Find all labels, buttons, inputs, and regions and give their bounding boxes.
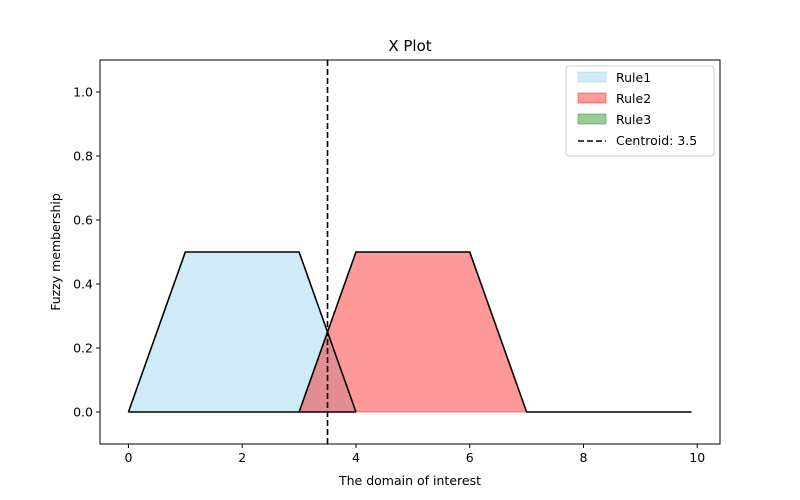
chart-title: X Plot — [388, 37, 431, 55]
legend-box — [565, 65, 715, 157]
legend-label-rule2: Rule2 — [616, 91, 651, 106]
legend-label-rule1: Rule1 — [616, 70, 651, 85]
legend-swatch-rule3 — [577, 113, 607, 125]
x-axis-label: The domain of interest — [338, 473, 481, 488]
legend: Rule1 Rule2 Rule3 Centroid: 3.5 — [565, 65, 715, 157]
x-tick-label: 0 — [124, 450, 132, 465]
axis-ticks: 0 2 4 6 8 10 0.0 0.2 0.4 0.6 0.8 1.0 — [73, 85, 705, 466]
y-axis-label: Fuzzy membership — [48, 193, 63, 311]
x-tick-label: 8 — [580, 450, 588, 465]
legend-label-centroid: Centroid: 3.5 — [616, 133, 697, 148]
y-tick-label: 0.0 — [73, 405, 93, 420]
rule2-rise-line — [298, 331, 329, 413]
y-tick-label: 0.2 — [73, 341, 93, 356]
rule1-fall-line — [326, 331, 357, 413]
y-tick-label: 0.8 — [73, 149, 93, 164]
y-tick-label: 0.4 — [73, 277, 93, 292]
x-tick-label: 2 — [238, 450, 246, 465]
axes-frame — [99, 59, 721, 445]
plot-area — [127, 60, 692, 444]
x-tick-label: 6 — [466, 450, 474, 465]
legend-label-rule3: Rule3 — [616, 112, 651, 127]
y-tick-label: 0.6 — [73, 213, 93, 228]
legend-swatch-rule1 — [577, 71, 607, 83]
x-tick-label: 4 — [352, 450, 360, 465]
y-tick-label: 1.0 — [73, 85, 93, 100]
aggregate-outline-line — [127, 251, 692, 413]
x-tick-label: 10 — [689, 450, 705, 465]
legend-swatch-rule2 — [577, 92, 607, 104]
